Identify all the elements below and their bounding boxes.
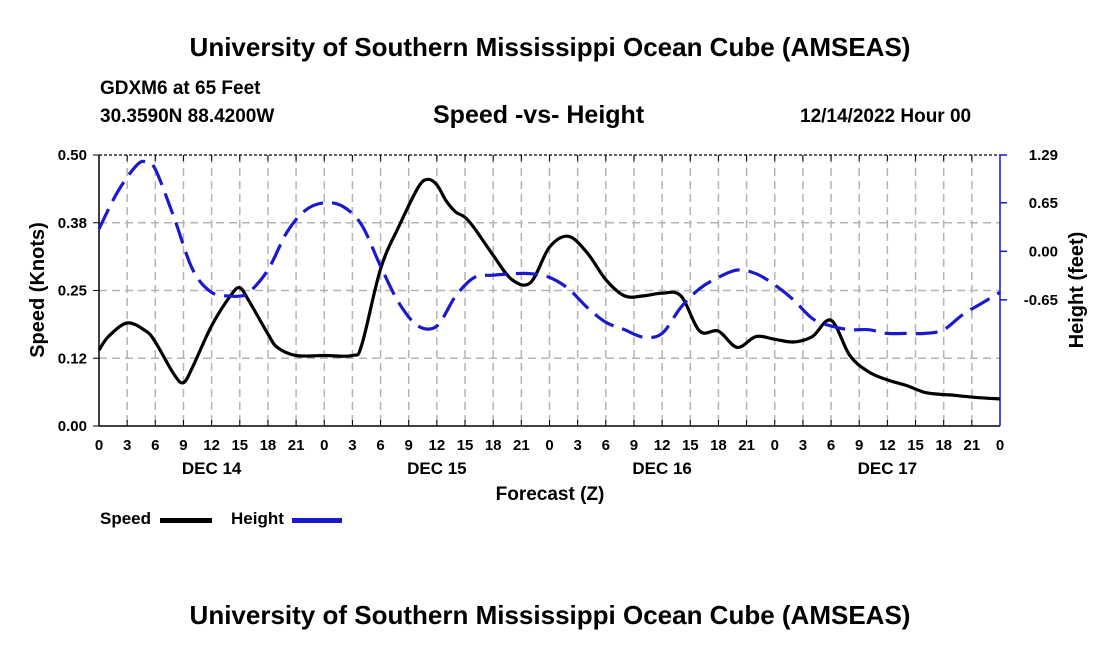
x-tick-label: 18 — [485, 437, 502, 454]
x-tick-label: 0 — [545, 437, 553, 454]
legend-height-label: Height — [231, 509, 284, 528]
height-series-line — [97, 159, 1001, 340]
datetime-label: 12/14/2022 Hour 00 — [800, 106, 972, 127]
x-tick-label: 18 — [710, 437, 727, 454]
y-right-tick-label: 0.65 — [1029, 195, 1058, 212]
y-left-tick-label: 0.38 — [58, 215, 87, 232]
y-right-tick-label: 0.00 — [1029, 243, 1058, 260]
x-tick-label: 3 — [348, 437, 356, 454]
x-tick-label: 15 — [907, 437, 924, 454]
x-tick-label: 0 — [996, 437, 1004, 454]
station-label: GDXM6 at 65 Feet — [100, 78, 261, 99]
speed-series-line — [97, 177, 1001, 401]
x-tick-label: 21 — [288, 437, 305, 454]
x-tick-label: 12 — [654, 437, 671, 454]
x-tick-label: 3 — [123, 437, 131, 454]
x-tick-label: 18 — [935, 437, 952, 454]
x-tick-label: 0 — [95, 437, 103, 454]
y-left-tick-label: 0.25 — [58, 283, 87, 300]
y-left-axis-label: Speed (Knots) — [27, 222, 49, 358]
x-tick-label: 9 — [405, 437, 413, 454]
date-label: DEC 16 — [632, 459, 692, 478]
x-tick-label: 6 — [376, 437, 384, 454]
date-label: DEC 14 — [182, 459, 242, 478]
x-tick-label: 6 — [827, 437, 835, 454]
legend-speed-swatch — [160, 518, 212, 523]
x-tick-label: 9 — [855, 437, 863, 454]
plot-title: Speed -vs- Height — [433, 101, 645, 129]
x-tick-label: 9 — [179, 437, 187, 454]
legend-speed-label: Speed — [100, 509, 152, 528]
x-tick-label: 6 — [602, 437, 610, 454]
date-label: DEC 17 — [858, 459, 918, 478]
x-tick-label: 21 — [513, 437, 530, 454]
y-right-axis-label: Height (feet) — [1066, 232, 1088, 349]
x-tick-label: 21 — [738, 437, 755, 454]
chart-title: University of Southern Mississippi Ocean… — [189, 32, 911, 62]
x-tick-label: 9 — [630, 437, 638, 454]
x-tick-label: 6 — [151, 437, 159, 454]
y-left-tick-label: 0.12 — [58, 350, 87, 367]
x-tick-label: 3 — [573, 437, 581, 454]
y-right-tick-label: 1.29 — [1029, 147, 1058, 164]
date-label: DEC 15 — [407, 459, 467, 478]
x-tick-label: 0 — [320, 437, 328, 454]
x-tick-label: 15 — [682, 437, 699, 454]
x-tick-label: 15 — [457, 437, 474, 454]
x-axis-label: Forecast (Z) — [496, 484, 605, 505]
x-tick-label: 18 — [260, 437, 277, 454]
y-right-tick-label: -0.65 — [1024, 292, 1058, 309]
x-tick-label: 12 — [203, 437, 220, 454]
x-tick-label: 12 — [429, 437, 446, 454]
y-left-tick-label: 0.00 — [58, 418, 87, 435]
footer-title: University of Southern Mississippi Ocean… — [189, 600, 911, 630]
x-tick-label: 15 — [231, 437, 248, 454]
legend-height-swatch — [292, 518, 342, 523]
x-tick-label: 21 — [964, 437, 981, 454]
x-tick-label: 0 — [771, 437, 779, 454]
y-left-tick-label: 0.50 — [58, 147, 87, 164]
x-tick-label: 12 — [879, 437, 896, 454]
location-label: 30.3590N 88.4200W — [100, 106, 275, 127]
x-tick-label: 3 — [799, 437, 807, 454]
